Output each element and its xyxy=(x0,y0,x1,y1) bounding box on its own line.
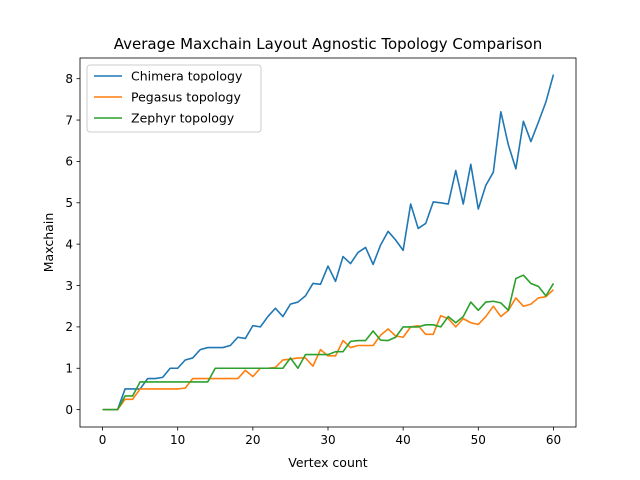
legend-label-pegasus-topology: Pegasus topology xyxy=(131,90,241,105)
chimera-topology-line xyxy=(102,74,555,411)
series-lines xyxy=(102,74,555,411)
y-tick-label: 4 xyxy=(65,237,73,251)
x-tick-label: 10 xyxy=(170,433,185,447)
zephyr-topology-line xyxy=(102,274,555,411)
chart-title: Average Maxchain Layout Agnostic Topolog… xyxy=(114,35,542,53)
y-tick-label: 6 xyxy=(65,155,73,169)
y-tick-label: 3 xyxy=(65,279,73,293)
x-tick-label: 20 xyxy=(245,433,260,447)
x-axis-label: Vertex count xyxy=(288,455,368,470)
x-tick-label: 50 xyxy=(471,433,486,447)
legend-box xyxy=(86,64,262,133)
legend-label-zephyr-topology: Zephyr topology xyxy=(131,111,235,126)
y-tick-label: 5 xyxy=(65,196,73,210)
y-tick-label: 0 xyxy=(65,403,73,417)
x-tick-label: 60 xyxy=(546,433,561,447)
legend-label-chimera-topology: Chimera topology xyxy=(131,69,243,84)
y-tick-label: 8 xyxy=(65,72,73,86)
legend: Chimera topology Pegasus topology Zephyr t… xyxy=(86,64,262,133)
y-axis: 0 1 2 3 4 5 6 7 8 xyxy=(65,72,80,417)
x-tick-label: 0 xyxy=(99,433,107,447)
y-tick-label: 7 xyxy=(65,113,73,127)
y-axis-label: Maxchain xyxy=(41,213,56,272)
y-tick-label: 1 xyxy=(65,362,73,376)
x-tick-label: 30 xyxy=(320,433,335,447)
x-tick-label: 40 xyxy=(396,433,411,447)
y-tick-label: 2 xyxy=(65,320,73,334)
pegasus-topology-line xyxy=(102,289,554,411)
x-axis: 0 10 20 30 40 50 60 xyxy=(99,427,561,447)
